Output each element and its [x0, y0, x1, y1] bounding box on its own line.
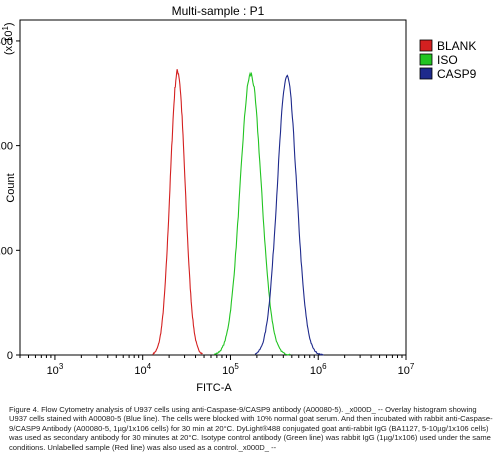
chart-title: Multi-sample : P1	[172, 4, 265, 18]
x-tick-exponent: 6	[322, 362, 327, 371]
x-axis-label: FITC-A	[196, 382, 232, 394]
figure-caption: Figure 4. Flow Cytometry analysis of U93…	[9, 405, 493, 452]
legend-label-blank: BLANK	[437, 39, 476, 53]
flow-cytometry-histogram: Multi-sample : P1 (x 101) Count FITC-A 0…	[0, 4, 477, 394]
x-tick-label: 106	[310, 362, 327, 377]
x-tick-exponent: 4	[147, 362, 152, 371]
x-tick-base: 10	[47, 365, 59, 377]
x-tick-label: 103	[47, 362, 64, 377]
y-multiplier-suffix: )	[3, 22, 15, 26]
y-tick-label: 100	[0, 245, 13, 257]
legend-swatch-casp9	[419, 67, 433, 80]
x-tick-exponent: 7	[410, 362, 415, 371]
y-multiplier-exponent: 1	[1, 26, 10, 31]
y-axis-ticks: 0 100 200 300	[0, 36, 20, 362]
y-tick-label: 300	[0, 36, 13, 48]
x-tick-label: 104	[134, 362, 151, 377]
series-line-iso	[213, 71, 291, 356]
plot-area	[19, 19, 407, 356]
y-multiplier-prefix: (x 10	[3, 31, 15, 55]
x-axis-ticks: 103 104 105 106 107	[19, 355, 415, 377]
series-line-casp9	[254, 74, 324, 356]
histogram-series	[152, 69, 324, 356]
y-multiplier-label: (x 101)	[1, 22, 15, 55]
x-tick-label: 105	[222, 362, 239, 377]
y-tick-label: 0	[7, 350, 13, 362]
y-axis-label: Count	[5, 173, 17, 202]
legend-swatch-iso	[419, 53, 433, 66]
x-tick-base: 10	[134, 365, 146, 377]
x-tick-base: 10	[222, 365, 234, 377]
x-tick-label: 107	[398, 362, 415, 377]
x-tick-exponent: 5	[234, 362, 239, 371]
legend-label-casp9: CASP9	[437, 67, 477, 81]
x-tick-base: 10	[398, 365, 410, 377]
x-tick-base: 10	[310, 365, 322, 377]
x-tick-exponent: 3	[59, 362, 64, 371]
legend-swatch-blank	[419, 39, 433, 52]
series-line-blank	[152, 69, 203, 355]
y-tick-label: 200	[0, 141, 13, 153]
legend-label-iso: ISO	[437, 53, 458, 67]
